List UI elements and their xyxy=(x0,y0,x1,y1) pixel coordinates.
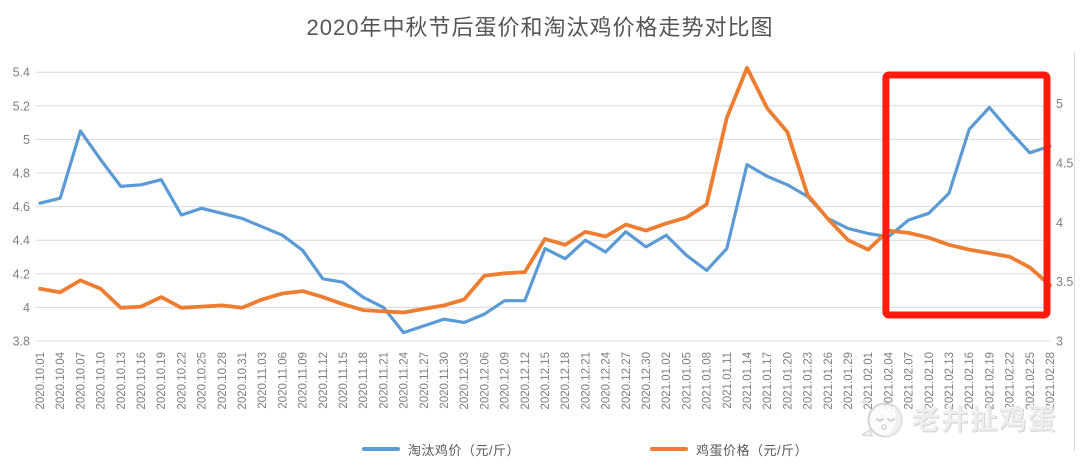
svg-text:2020.10.01: 2020.10.01 xyxy=(35,352,47,410)
svg-text:4.5: 4.5 xyxy=(1056,156,1073,170)
svg-text:2020.11.21: 2020.11.21 xyxy=(378,352,390,409)
svg-text:2020.12.12: 2020.12.12 xyxy=(520,352,532,410)
legend-swatch xyxy=(361,446,400,452)
legend-item-chicken: 淘汰鸡价（元/斤） xyxy=(361,440,520,459)
plot-area: 3.8 4 4.2 4.4 4.6 4.8 5 5.2 5.4 3 3.5 4 4.5 5 2020.10.… xyxy=(13,66,1074,410)
svg-text:2020.11.12: 2020.11.12 xyxy=(318,352,330,409)
svg-text:2021.02.07: 2021.02.07 xyxy=(904,352,916,410)
svg-text:2020.11.09: 2020.11.09 xyxy=(298,352,310,409)
svg-text:2020.11.06: 2020.11.06 xyxy=(277,352,289,409)
svg-text:2020.11.27: 2020.11.27 xyxy=(419,352,431,409)
svg-text:2020.12.30: 2020.12.30 xyxy=(641,352,653,410)
svg-text:2020.10.04: 2020.10.04 xyxy=(55,351,67,409)
svg-text:2021.01.23: 2021.01.23 xyxy=(803,352,815,410)
svg-text:2020.10.19: 2020.10.19 xyxy=(156,352,168,410)
svg-text:2021.01.20: 2021.01.20 xyxy=(782,352,794,410)
svg-text:2020.10.10: 2020.10.10 xyxy=(96,352,108,410)
svg-text:2021.01.11: 2021.01.11 xyxy=(722,352,734,409)
gridlines xyxy=(36,71,1050,342)
svg-text:2021.01.14: 2021.01.14 xyxy=(742,351,754,409)
svg-text:2021.02.04: 2021.02.04 xyxy=(883,351,895,409)
chart-border xyxy=(1074,52,1075,450)
svg-text:2020.11.15: 2020.11.15 xyxy=(338,352,350,409)
svg-text:4: 4 xyxy=(1056,216,1063,230)
svg-text:4: 4 xyxy=(23,301,30,315)
svg-text:2020.10.22: 2020.10.22 xyxy=(176,352,188,410)
legend: 淘汰鸡价（元/斤） 鸡蛋价格（元/斤） xyxy=(45,438,1080,460)
svg-text:2020.11.30: 2020.11.30 xyxy=(439,352,451,409)
right-axis-labels: 3 3.5 4 4.5 5 xyxy=(1056,97,1073,349)
svg-text:2020.12.03: 2020.12.03 xyxy=(459,352,471,410)
svg-text:2021.01.26: 2021.01.26 xyxy=(823,352,835,410)
svg-text:4.6: 4.6 xyxy=(13,200,30,214)
svg-text:2020.10.16: 2020.10.16 xyxy=(136,352,148,410)
svg-text:2020.12.18: 2020.12.18 xyxy=(560,352,572,410)
left-axis-labels: 3.8 4 4.2 4.4 4.6 4.8 5 5.2 5.4 xyxy=(13,66,30,349)
svg-text:2020.11.03: 2020.11.03 xyxy=(257,352,269,409)
svg-text:2020.12.21: 2020.12.21 xyxy=(580,352,592,410)
svg-text:2021.01.05: 2021.01.05 xyxy=(681,352,693,410)
legend-label: 鸡蛋价格（元/斤） xyxy=(696,442,809,458)
svg-text:4.4: 4.4 xyxy=(13,234,30,248)
legend-swatch xyxy=(650,446,688,452)
svg-text:5.4: 5.4 xyxy=(13,66,30,80)
svg-text:2020.11.24: 2020.11.24 xyxy=(399,351,411,408)
series-line-orange xyxy=(38,66,1052,315)
svg-text:5.2: 5.2 xyxy=(13,99,30,113)
svg-text:2020.10.13: 2020.10.13 xyxy=(116,352,128,410)
svg-text:2021.02.19: 2021.02.19 xyxy=(984,352,996,410)
svg-text:2021.01.29: 2021.01.29 xyxy=(843,352,855,410)
svg-text:3: 3 xyxy=(1056,335,1063,349)
svg-text:2020.10.31: 2020.10.31 xyxy=(237,352,249,410)
svg-text:2020.12.27: 2020.12.27 xyxy=(621,352,633,410)
svg-text:2021.01.08: 2021.01.08 xyxy=(702,352,714,410)
svg-text:4.8: 4.8 xyxy=(13,167,30,181)
series-line-blue xyxy=(38,105,1052,335)
svg-text:2020.10.28: 2020.10.28 xyxy=(217,352,229,410)
svg-text:2021.02.16: 2021.02.16 xyxy=(964,352,976,410)
svg-text:5: 5 xyxy=(23,133,30,147)
svg-text:3.5: 3.5 xyxy=(1056,275,1073,289)
svg-text:2020.11.18: 2020.11.18 xyxy=(358,352,370,409)
svg-text:2021.02.25: 2021.02.25 xyxy=(1025,352,1037,410)
svg-text:2021.02.28: 2021.02.28 xyxy=(1045,352,1057,410)
legend-item-egg: 鸡蛋价格（元/斤） xyxy=(650,440,808,459)
svg-text:4.2: 4.2 xyxy=(13,267,30,281)
svg-text:3.8: 3.8 xyxy=(13,335,30,349)
legend-label: 淘汰鸡价（元/斤） xyxy=(407,442,520,458)
svg-text:2021.02.01: 2021.02.01 xyxy=(863,352,875,410)
svg-text:2021.01.17: 2021.01.17 xyxy=(762,352,774,410)
svg-text:2020.10.07: 2020.10.07 xyxy=(75,352,87,410)
svg-text:2020.12.06: 2020.12.06 xyxy=(479,352,491,410)
svg-text:2021.02.10: 2021.02.10 xyxy=(924,352,936,410)
svg-text:2020.12.24: 2020.12.24 xyxy=(601,351,613,409)
svg-text:2021.02.13: 2021.02.13 xyxy=(944,352,956,410)
svg-text:2020.12.09: 2020.12.09 xyxy=(500,352,512,410)
svg-text:2020.10.25: 2020.10.25 xyxy=(197,352,209,410)
svg-text:2021.01.02: 2021.01.02 xyxy=(661,352,673,410)
svg-text:5: 5 xyxy=(1056,97,1063,111)
highlight-box xyxy=(882,71,1051,319)
svg-text:2020.12.15: 2020.12.15 xyxy=(540,352,552,410)
svg-text:2021.02.22: 2021.02.22 xyxy=(1005,352,1017,410)
x-axis-labels: 2020.10.01 2020.10.04 2020.10.07 2020.10.10… xyxy=(35,351,1057,409)
chart-title: 2020年中秋节后蛋价和淘汰鸡价格走势对比图 xyxy=(306,15,774,40)
